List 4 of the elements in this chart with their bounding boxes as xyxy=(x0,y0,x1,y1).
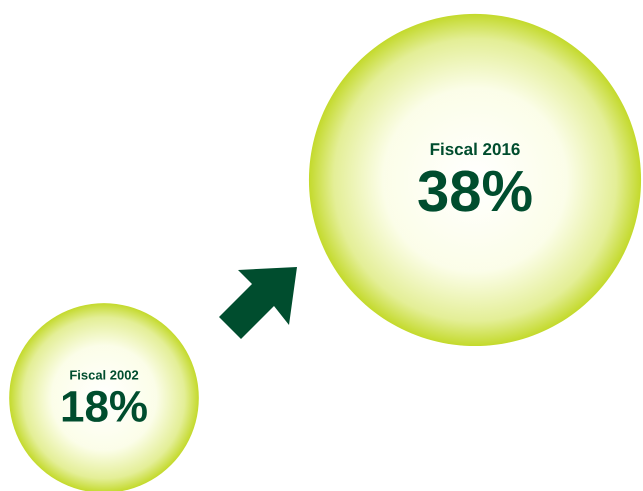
data-label: 38% xyxy=(416,159,534,224)
category-label: Fiscal 2016 xyxy=(430,140,520,160)
data-label: 18% xyxy=(60,382,148,432)
category-label: Fiscal 2002 xyxy=(69,367,139,382)
